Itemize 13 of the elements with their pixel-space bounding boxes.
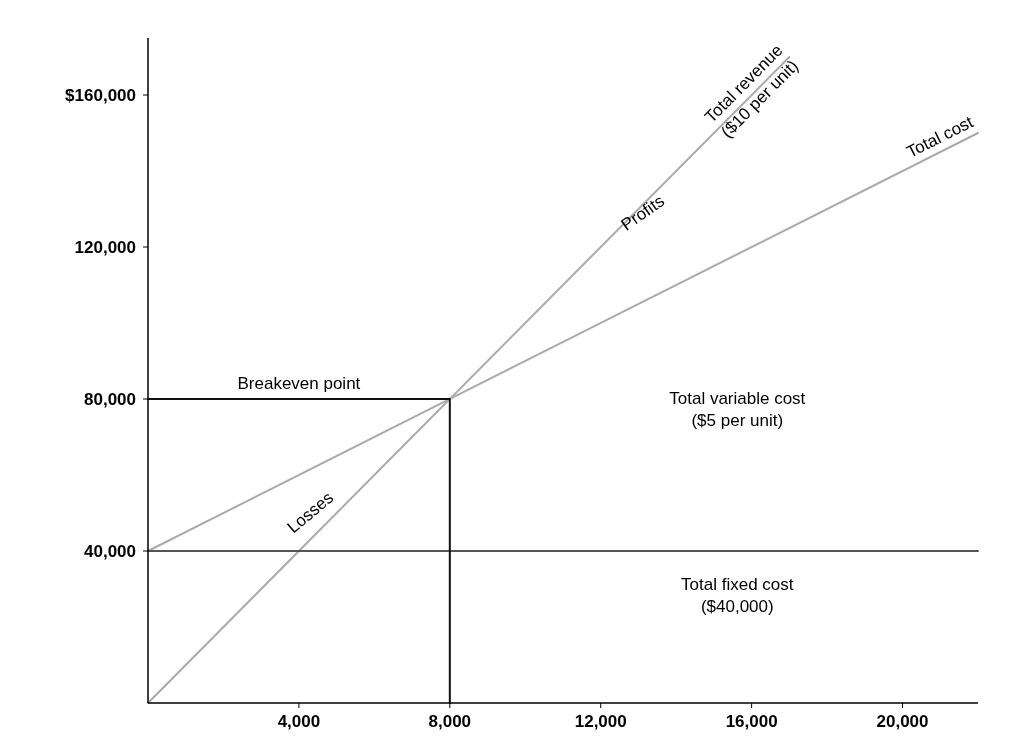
- x-tick-label: 4,000: [277, 712, 321, 731]
- x-tick-label: 16,000: [725, 712, 778, 731]
- y-tick-label: 40,000: [84, 542, 136, 561]
- y-tick-label: $160,000: [65, 86, 136, 105]
- x-tick-label: 12,000: [574, 712, 627, 731]
- x-tick-label: 8,000: [428, 712, 472, 731]
- annotation: Total variable cost ($5 per unit): [669, 388, 806, 430]
- y-tick-label: 80,000: [84, 390, 136, 409]
- x-tick-label: 20,000: [876, 712, 929, 731]
- annotation: Breakeven point: [237, 374, 361, 393]
- annotation: Total fixed cost ($40,000): [681, 574, 794, 616]
- y-tick-label: 120,000: [74, 238, 136, 257]
- text: Total cost: [903, 112, 977, 162]
